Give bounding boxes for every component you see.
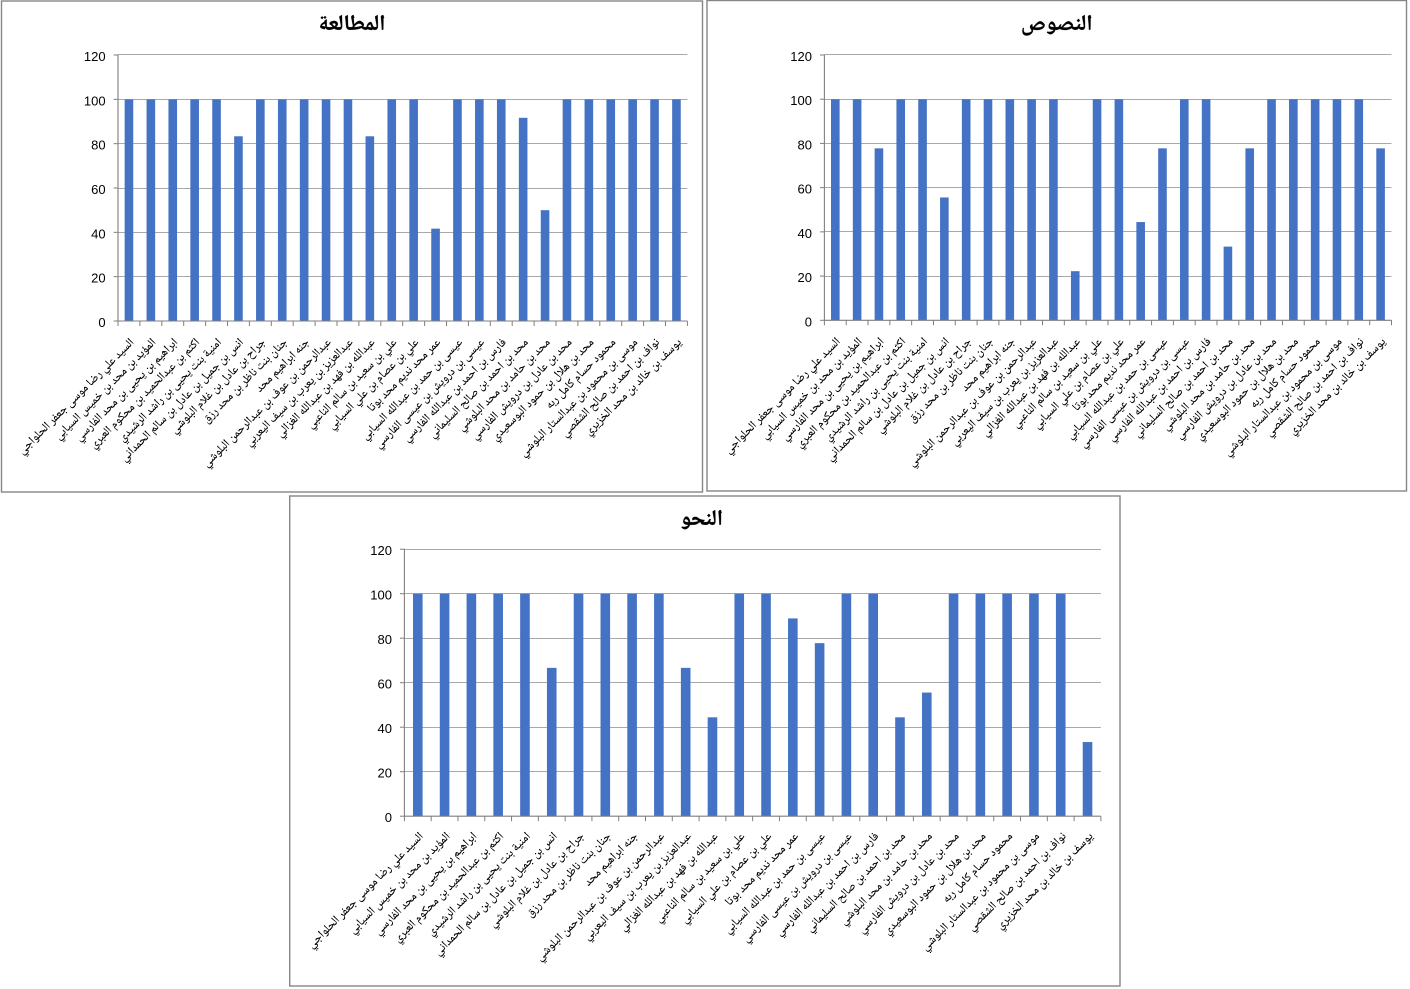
svg-text:20: 20 (91, 271, 105, 286)
svg-text:80: 80 (798, 137, 812, 152)
svg-text:100: 100 (84, 93, 106, 108)
svg-text:20: 20 (378, 766, 392, 781)
svg-text:80: 80 (378, 632, 392, 647)
svg-text:120: 120 (370, 543, 392, 558)
svg-text:0: 0 (98, 315, 105, 330)
svg-text:0: 0 (805, 314, 812, 329)
svg-text:60: 60 (798, 182, 812, 197)
svg-text:40: 40 (91, 226, 105, 241)
svg-text:100: 100 (790, 93, 812, 108)
svg-text:40: 40 (378, 721, 392, 736)
svg-text:80: 80 (91, 138, 105, 153)
svg-text:100: 100 (370, 588, 392, 603)
svg-text:0: 0 (385, 810, 392, 825)
svg-text:60: 60 (378, 677, 392, 692)
svg-text:60: 60 (91, 182, 105, 197)
svg-text:40: 40 (798, 226, 812, 241)
svg-text:20: 20 (798, 270, 812, 285)
svg-text:120: 120 (84, 49, 106, 64)
svg-text:120: 120 (790, 49, 812, 64)
